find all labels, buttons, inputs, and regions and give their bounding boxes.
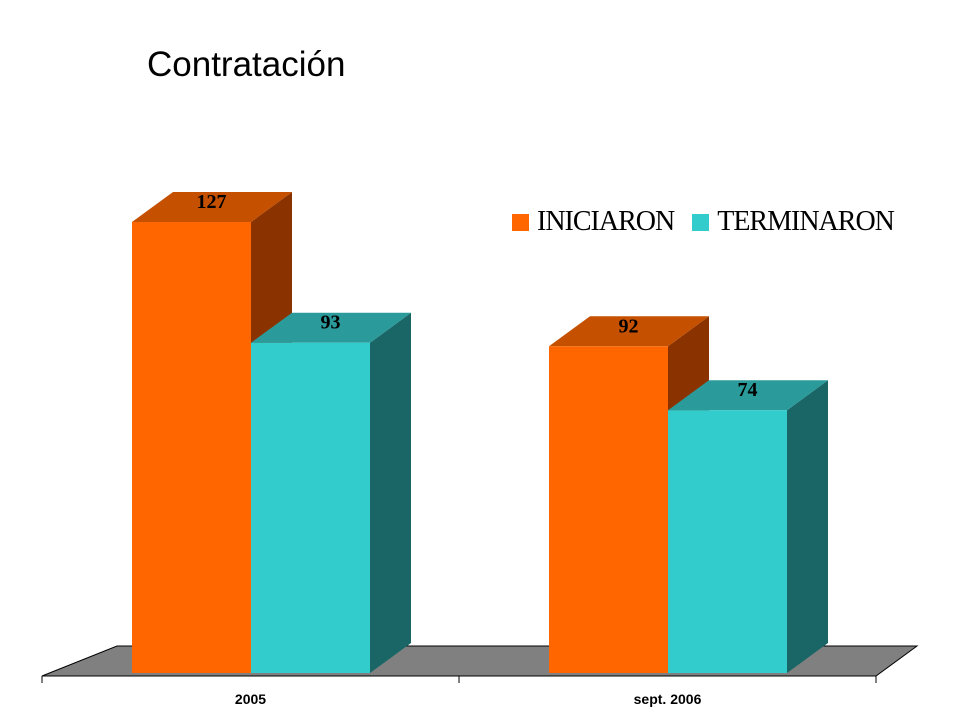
bars bbox=[132, 192, 828, 673]
bar-top bbox=[668, 380, 828, 411]
chart-title: Contratación bbox=[147, 45, 346, 84]
bar-side bbox=[787, 380, 828, 673]
bar-top bbox=[132, 192, 292, 222]
bar-top bbox=[549, 316, 709, 347]
data-label-terminaron-1: 74 bbox=[738, 379, 758, 401]
x-tick-label-1: sept. 2006 bbox=[634, 691, 702, 707]
data-label-iniciaron-0: 127 bbox=[197, 191, 227, 213]
legend-label-iniciaron: INICIARON bbox=[537, 206, 675, 237]
data-labels: 127 93 92 74 bbox=[197, 191, 758, 401]
x-axis: 2005 sept. 2006 bbox=[41, 675, 877, 707]
bar-top bbox=[251, 312, 411, 343]
bar-front bbox=[132, 222, 251, 673]
legend-swatch-iniciaron bbox=[512, 213, 529, 231]
legend-item-iniciaron: INICIARON bbox=[512, 206, 675, 238]
data-label-iniciaron-1: 92 bbox=[619, 315, 639, 337]
bar-front bbox=[549, 346, 668, 673]
bar-terminaron-1 bbox=[668, 380, 828, 673]
bar-front bbox=[251, 342, 370, 673]
legend-label-terminaron: TERMINARON bbox=[717, 206, 895, 237]
legend-swatch-terminaron bbox=[692, 213, 710, 231]
legend-item-terminaron: TERMINARON bbox=[692, 206, 895, 238]
bar-front bbox=[668, 410, 787, 673]
x-tick-label-0: 2005 bbox=[235, 691, 266, 707]
bar-terminaron-0 bbox=[251, 312, 411, 673]
bar-side bbox=[370, 312, 411, 673]
legend: INICIARON TERMINARON bbox=[512, 206, 912, 238]
data-label-terminaron-0: 93 bbox=[321, 312, 341, 334]
bar-iniciaron-0 bbox=[132, 192, 292, 673]
